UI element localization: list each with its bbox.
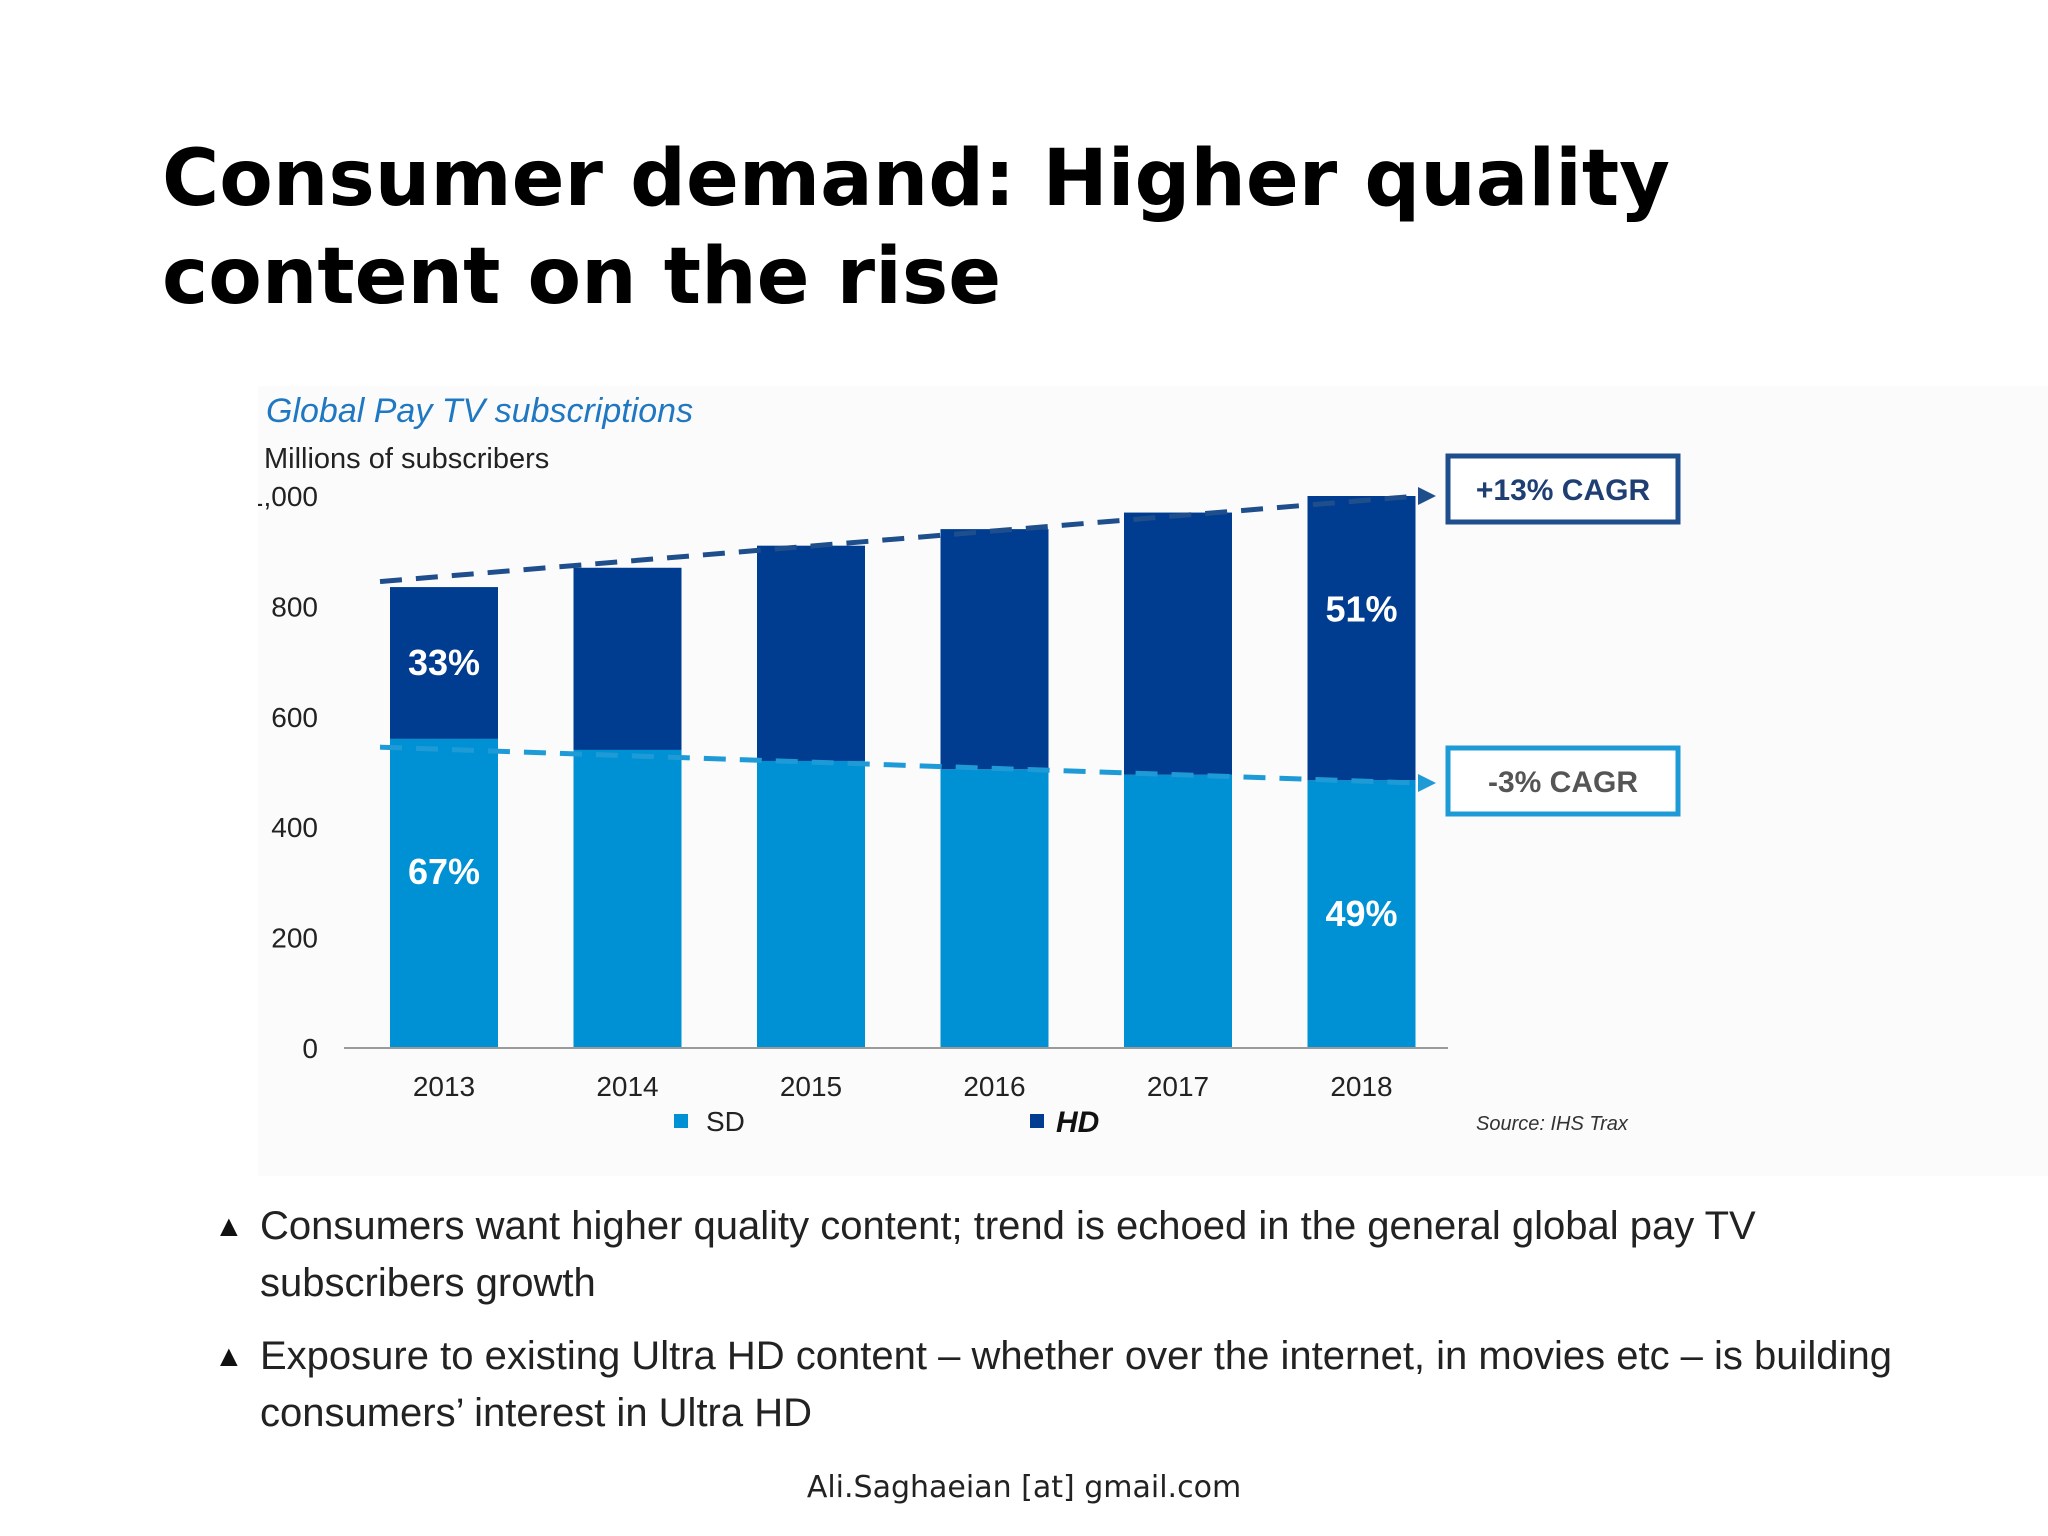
x-tick-label: 2016 — [963, 1071, 1025, 1102]
stacked-bar-chart: Global Pay TV subscriptions Millions of … — [258, 392, 1681, 1139]
trend-line-sd — [379, 744, 1419, 786]
y-tick-label: 400 — [271, 812, 318, 843]
x-tick-label: 2017 — [1147, 1071, 1209, 1102]
triangle-icon: ▲ — [214, 1340, 244, 1373]
y-tick-label: 800 — [271, 591, 318, 622]
bar-hd-2016 — [940, 529, 1049, 770]
bullet-item: ▲ Consumers want higher quality content;… — [210, 1198, 1910, 1312]
y-tick-label: 200 — [271, 923, 318, 954]
bullet-list: ▲ Consumers want higher quality content;… — [210, 1198, 1910, 1458]
legend-hd-label: HD — [1056, 1106, 1099, 1139]
bar-hd-2014 — [573, 567, 682, 750]
cagr-label: -3% CAGR — [1488, 766, 1638, 799]
legend-hd-swatch — [1030, 1114, 1044, 1128]
bar-sd-2015 — [757, 760, 865, 1048]
y-tick-label: 0 — [302, 1033, 318, 1064]
trend-line-total — [379, 493, 1419, 585]
bar-hd-2017 — [1124, 512, 1232, 775]
chart-panel: Global Pay TV subscriptions Millions of … — [258, 386, 2048, 1176]
bar-hd-2018 — [1307, 496, 1416, 781]
bar-hd-2013 — [390, 587, 498, 739]
bar-hd-2015 — [757, 545, 865, 761]
arrow-head-icon — [1418, 774, 1436, 793]
footer-email: Ali.Saghaeian [at] gmail.com — [806, 1470, 1242, 1505]
x-tick-label: 2018 — [1330, 1071, 1392, 1102]
cagr-label: +13% CAGR — [1476, 474, 1651, 507]
data-label-hd-2018: 51% — [1325, 589, 1397, 630]
data-label-sd-2018: 49% — [1325, 893, 1397, 934]
data-label-sd-2013: 67% — [408, 851, 480, 892]
bar-sd-2016 — [940, 769, 1049, 1048]
x-tick-label: 2014 — [596, 1071, 658, 1102]
y-tick-label: 600 — [271, 702, 318, 733]
bullet-text: Consumers want higher quality content; t… — [260, 1204, 1756, 1305]
chart-title: Global Pay TV subscriptions — [266, 392, 693, 430]
bullet-item: ▲ Exposure to existing Ultra HD content … — [210, 1328, 1910, 1442]
x-tick-label: 2013 — [413, 1071, 475, 1102]
bar-sd-2017 — [1124, 774, 1232, 1048]
y-tick-label: 1,000 — [258, 481, 318, 512]
bar-sd-2013 — [390, 738, 498, 1048]
bar-sd-2014 — [573, 749, 682, 1048]
cagr-box — [1445, 453, 1681, 525]
slide-title: Consumer demand: Higher quality content … — [162, 134, 1670, 322]
bullet-text: Exposure to existing Ultra HD content – … — [260, 1334, 1892, 1435]
triangle-icon: ▲ — [214, 1210, 244, 1243]
data-label-hd-2013: 33% — [408, 642, 480, 683]
cagr-box — [1445, 745, 1681, 817]
legend-sd-swatch — [674, 1114, 688, 1128]
legend-sd-label: SD — [706, 1106, 745, 1137]
x-tick-label: 2015 — [780, 1071, 842, 1102]
arrow-head-icon — [1418, 487, 1436, 505]
bar-sd-2018 — [1307, 780, 1416, 1048]
y-axis-label: Millions of subscribers — [264, 443, 549, 475]
chart-source: Source: IHS Trax — [1476, 1113, 1629, 1135]
